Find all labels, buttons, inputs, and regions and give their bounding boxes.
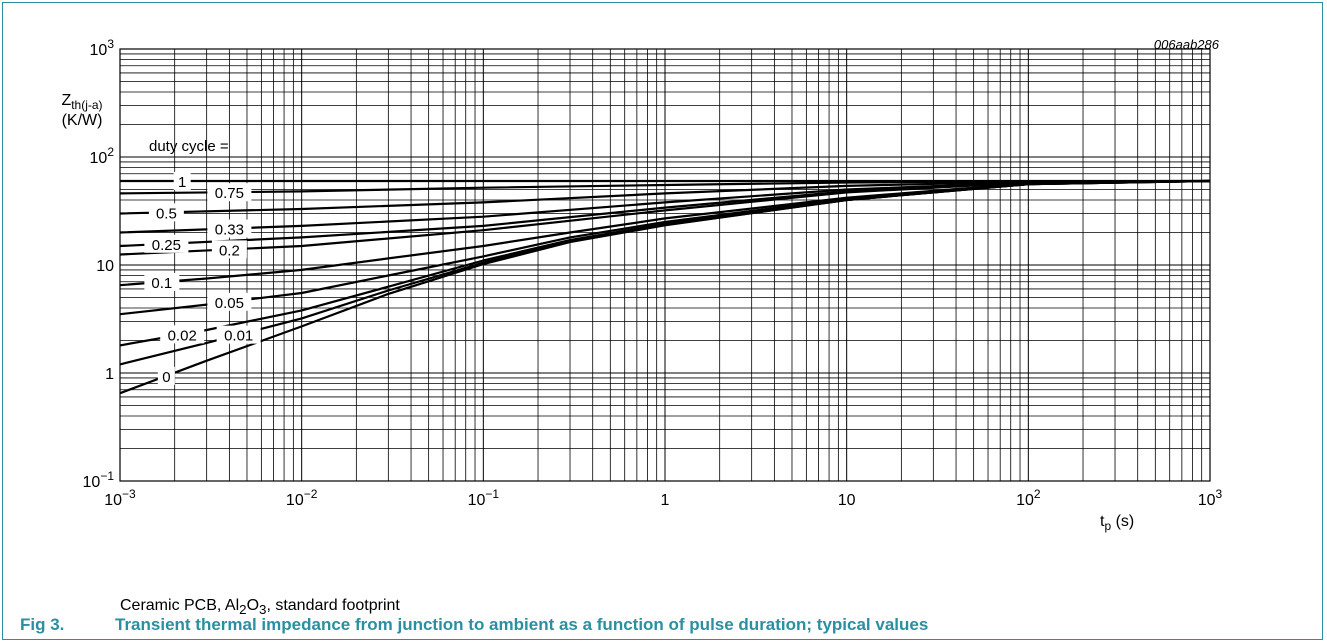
x-axis-label: tp (s) <box>1100 513 1134 533</box>
series-label-bg <box>148 203 184 222</box>
series-label-bg <box>144 272 180 291</box>
x-axis-label-main: t <box>1100 513 1105 530</box>
chart-grid <box>119 48 1211 482</box>
tick-label: 10−1 <box>468 487 500 509</box>
series-label: 0.02 <box>168 327 197 344</box>
y-axis-label-sub: th(j-a) <box>71 98 102 112</box>
y-axis-unit: (K/W) <box>62 112 103 129</box>
tick-label: 103 <box>90 37 115 59</box>
series-label: 1 <box>178 174 186 191</box>
x-axis-label-sub: p <box>1104 519 1111 533</box>
tick-label: 103 <box>1198 487 1223 509</box>
series-label: 0.05 <box>215 295 244 312</box>
transient-thermal-impedance-chart: 1 0.75 0.5 0.33 0.25 0.2 0.1 0.05 0.02 0.01 0 10−3… <box>61 37 1223 533</box>
series-label: 0 <box>162 369 170 386</box>
tick-label: 1 <box>661 492 670 509</box>
figure-code: 006aab286 <box>1154 37 1220 52</box>
y-axis-label: Zth(j-a) <box>61 92 102 112</box>
series-label-bg <box>173 171 191 190</box>
series-label: 0.2 <box>219 242 240 259</box>
series-label-bg <box>160 325 205 344</box>
series-label-bg <box>211 240 247 259</box>
series-label-bg <box>144 234 189 253</box>
series-label-bg <box>207 183 252 202</box>
tick-label: 10−2 <box>286 487 318 509</box>
tick-label: 10−1 <box>83 469 115 491</box>
series-label-bg <box>216 325 261 344</box>
series-labels: 1 0.75 0.5 0.33 0.25 0.2 0.1 0.05 0.02 0.01 0 <box>144 171 261 386</box>
series-label: 0.1 <box>151 275 172 292</box>
tick-label: 102 <box>90 145 115 167</box>
plot-border <box>119 48 1211 482</box>
series-label: 0.25 <box>152 237 181 254</box>
series-label-bg <box>207 219 252 238</box>
figure-caption-text: Transient thermal impedance from junctio… <box>115 615 929 634</box>
tick-label: 102 <box>1016 487 1041 509</box>
y-axis-label-main: Z <box>61 92 71 109</box>
tick-label: 10 <box>838 492 856 509</box>
tick-label: 1 <box>105 366 114 383</box>
series-label: 0.5 <box>156 205 177 222</box>
figure-note: Ceramic PCB, Al2O3, standard footprint <box>120 597 400 618</box>
series-label: 0.01 <box>224 328 253 345</box>
series-label: 0.33 <box>215 222 244 239</box>
legend-title: duty cycle = <box>149 138 229 155</box>
figure-caption: Fig 3. Transient thermal impedance from j… <box>20 615 928 635</box>
tick-label: 10−3 <box>104 487 136 509</box>
tick-label: 10 <box>96 258 114 275</box>
series-label-bg <box>207 292 252 311</box>
x-axis-label-unit: (s) <box>1111 513 1134 530</box>
figure-number: Fig 3. <box>20 615 65 634</box>
series-label-bg <box>157 366 175 385</box>
series-label: 0.75 <box>215 185 244 202</box>
